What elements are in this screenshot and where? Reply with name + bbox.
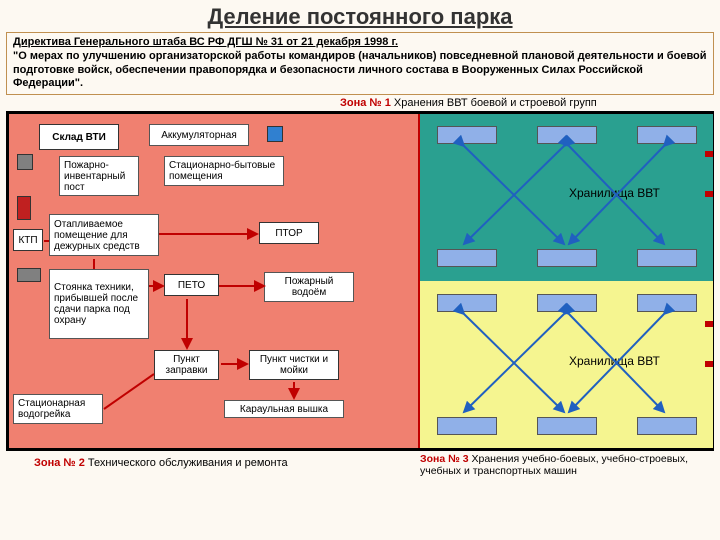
page-title: Деление постоянного парка bbox=[0, 0, 720, 32]
storage-z1-6 bbox=[637, 249, 697, 267]
box-ptor: ПТОР bbox=[259, 222, 319, 244]
storage-z1-5 bbox=[537, 249, 597, 267]
box-otaplivaemoe: Отапливаемое помещение для дежурных сред… bbox=[49, 214, 159, 256]
storage-z3-6 bbox=[637, 417, 697, 435]
box-vodogreika: Стационарная водогрейка bbox=[13, 394, 103, 424]
box-pozharny-vodoem: Пожарный водоём bbox=[264, 272, 354, 302]
box-karaul: Караульная вышка bbox=[224, 400, 344, 418]
box-punkt-zapravki: Пункт заправки bbox=[154, 350, 219, 380]
sq-blue bbox=[267, 126, 283, 142]
sq-red bbox=[17, 196, 31, 220]
storage-z3-1 bbox=[437, 294, 497, 312]
directive-line2: "О мерах по улучшению организаторской ра… bbox=[13, 50, 707, 90]
zone2-label: Зона № 2 Технического обслуживания и рем… bbox=[34, 457, 288, 469]
storage-z3-2 bbox=[537, 294, 597, 312]
sq-grey-1 bbox=[17, 154, 33, 170]
diagram: Склад ВТИ Аккумуляторная Пожарно-инвента… bbox=[6, 111, 714, 451]
box-pozharno: Пожарно-инвентарный пост bbox=[59, 156, 139, 196]
storage-z1-2 bbox=[537, 126, 597, 144]
directive-box: Директива Генерального штаба ВС РФ ДГШ №… bbox=[6, 32, 714, 95]
label-khranilishcha-2: Хранилища ВВТ bbox=[569, 354, 660, 368]
label-khranilishcha-1: Хранилища ВВТ bbox=[569, 186, 660, 200]
storage-z3-4 bbox=[437, 417, 497, 435]
storage-z3-3 bbox=[637, 294, 697, 312]
sq-grey-2 bbox=[17, 268, 41, 282]
box-punkt-chistki: Пункт чистки и мойки bbox=[249, 350, 339, 380]
box-stacionarno: Стационарно-бытовые помещения bbox=[164, 156, 284, 186]
zone3-label: Зона № 3 Хранения учебно-боевых, учебно-… bbox=[420, 453, 710, 477]
box-sklad-vti: Склад ВТИ bbox=[39, 124, 119, 150]
storage-z1-4 bbox=[437, 249, 497, 267]
box-ktp: КТП bbox=[13, 229, 43, 251]
storage-z1-3 bbox=[637, 126, 697, 144]
storage-z1-1 bbox=[437, 126, 497, 144]
zone1-label: Зона № 1 Хранения ВВТ боевой и строевой … bbox=[340, 97, 720, 109]
box-stoyanka: Стоянка техники, прибывшей после сдачи п… bbox=[49, 269, 149, 339]
directive-line1: Директива Генерального штаба ВС РФ ДГШ №… bbox=[13, 36, 398, 48]
box-peto: ПЕТО bbox=[164, 274, 219, 296]
storage-z3-5 bbox=[537, 417, 597, 435]
box-akkum: Аккумуляторная bbox=[149, 124, 249, 146]
